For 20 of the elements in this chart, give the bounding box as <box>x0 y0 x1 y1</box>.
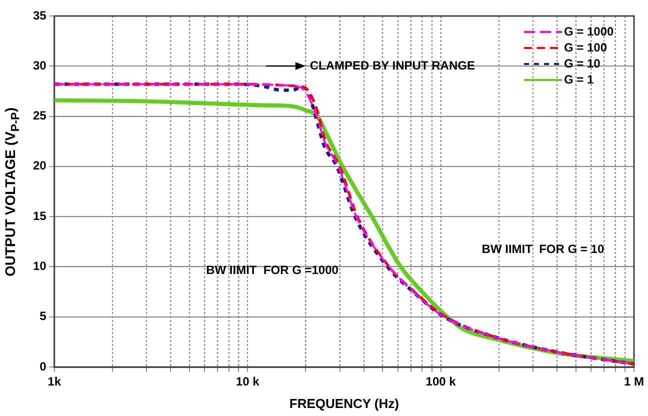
x-tick-label: 10 k <box>236 374 260 389</box>
annotation: BW IIMIT FOR G =1000 <box>206 263 339 278</box>
x-tick-label: 100 k <box>426 374 456 389</box>
x-tick-label: 1 M <box>624 374 644 389</box>
y-tick-label: 0 <box>40 359 47 374</box>
y-tick-label: 30 <box>32 58 47 72</box>
annotation: CLAMPED BY INPUT RANGE <box>310 58 475 72</box>
x-axis-title: FREQUENCY (Hz) <box>289 396 399 411</box>
annotation: BW IIMIT FOR G = 10 <box>482 242 604 256</box>
legend-label: G = 10 <box>564 56 601 70</box>
y-tick-label: 5 <box>40 309 47 324</box>
y-tick-label: 15 <box>32 208 47 223</box>
x-tick-label: 1k <box>48 374 62 389</box>
legend-label: G = 1 <box>564 72 594 86</box>
y-tick-label: 10 <box>32 259 47 274</box>
legend-label: G = 100 <box>564 40 608 54</box>
y-tick-label: 35 <box>32 8 47 22</box>
legend-label: G = 1000 <box>564 24 614 38</box>
y-tick-label: 20 <box>32 158 47 173</box>
y-tick-label: 25 <box>32 108 47 123</box>
